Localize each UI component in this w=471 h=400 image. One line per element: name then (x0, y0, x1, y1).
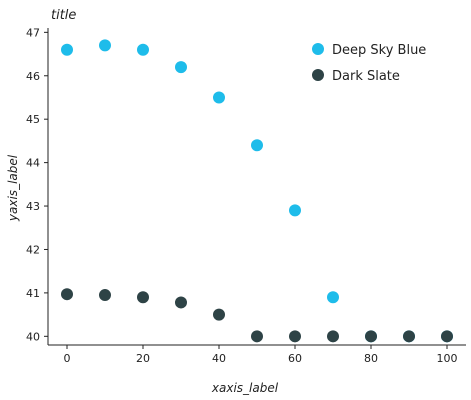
data-point (137, 43, 149, 56)
y-tick-label: 42 (26, 243, 40, 256)
y-tick-label: 43 (26, 200, 40, 213)
data-point (327, 291, 339, 304)
data-point (441, 330, 453, 343)
data-point (289, 204, 301, 217)
data-point (289, 330, 301, 343)
data-point (61, 43, 73, 56)
data-point (137, 291, 149, 304)
y-axis: 40 41 42 43 44 45 46 47 (26, 26, 48, 343)
data-point (61, 288, 73, 301)
data-point (213, 308, 225, 321)
plot-area (47, 28, 466, 346)
legend-label: Dark Slate (332, 69, 400, 84)
data-point (365, 330, 377, 343)
chart-title: title (51, 8, 76, 23)
y-axis-title: yaxis_label (6, 154, 20, 222)
series-dark-slate (61, 288, 453, 343)
legend-item: Deep Sky Blue (312, 43, 426, 58)
x-tick-label: 40 (212, 352, 226, 365)
series-layer (61, 39, 453, 343)
x-tick-label: 80 (364, 352, 378, 365)
data-point (175, 296, 187, 309)
data-point (327, 330, 339, 343)
data-point (99, 289, 111, 302)
x-tick-label: 60 (288, 352, 302, 365)
data-point (251, 139, 263, 152)
data-point (99, 39, 111, 52)
y-tick-label: 40 (26, 330, 40, 343)
data-point (251, 330, 263, 343)
data-point (175, 61, 187, 74)
legend-marker (312, 43, 324, 55)
y-tick-label: 47 (26, 26, 40, 39)
data-point (403, 330, 415, 343)
x-tick-label: 0 (64, 352, 71, 365)
y-tick-label: 41 (26, 287, 40, 300)
y-tick-label: 44 (26, 157, 40, 170)
x-tick-label: 20 (136, 352, 150, 365)
legend: Deep Sky Blue Dark Slate (312, 43, 426, 84)
y-tick-label: 46 (26, 70, 40, 83)
data-point (213, 91, 225, 104)
legend-label: Deep Sky Blue (332, 43, 426, 58)
y-tick-label: 45 (26, 113, 40, 126)
x-axis: 0 20 40 60 80 100 (64, 345, 458, 365)
legend-item: Dark Slate (312, 69, 400, 84)
series-deep-sky-blue (61, 39, 453, 343)
x-axis-title: xaxis_label (211, 381, 279, 395)
legend-marker (312, 69, 324, 81)
x-tick-label: 100 (437, 352, 458, 365)
